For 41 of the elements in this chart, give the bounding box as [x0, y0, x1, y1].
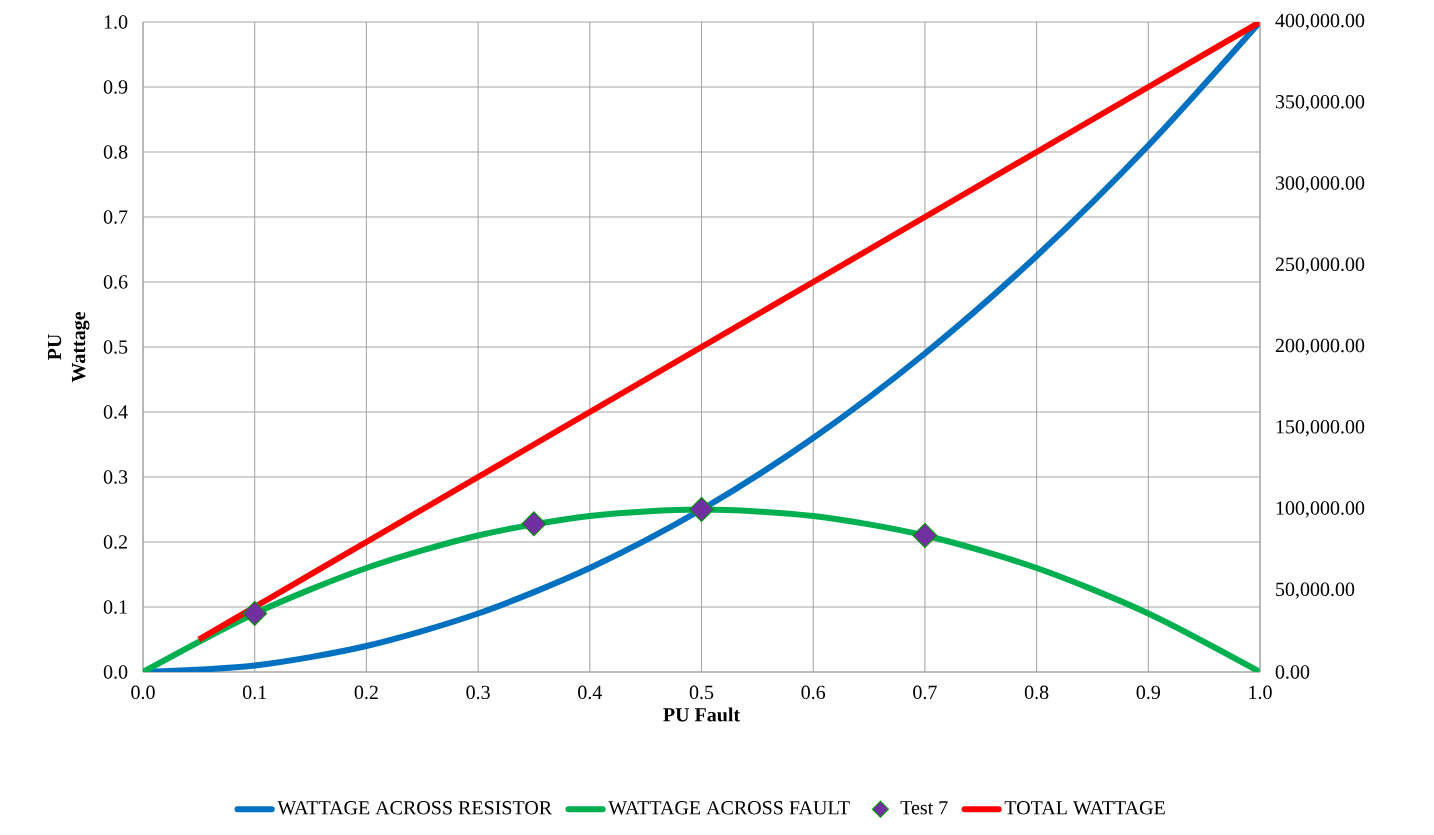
point	[912, 522, 938, 549]
x-tick-label: 0.0	[131, 685, 155, 700]
y2-tick-label: 250,000.00	[1275, 257, 1365, 274]
y-axis-title: PU Wattage	[47, 311, 90, 383]
y-tick-label: 0.1	[103, 600, 127, 614]
x-tick-label: 0.4	[578, 685, 602, 700]
y-tick-label: 0.0	[103, 665, 128, 679]
y-tick-label: 0.7	[103, 210, 128, 224]
x-tick-label: 0.2	[354, 685, 378, 700]
y-tick-label: 0.4	[103, 405, 128, 419]
y2-tick-label: 300,000.00	[1275, 176, 1365, 193]
y2-tick-label: 400,000.00	[1275, 13, 1365, 31]
x-tick-label: 0.7	[913, 685, 937, 700]
x-tick-label: 0.1	[242, 685, 267, 700]
y2-tick-label: 150,000.00	[1276, 420, 1365, 437]
x-tick-label: 1.0	[1249, 685, 1272, 700]
point	[689, 496, 715, 523]
y-tick-label: 1.0	[104, 15, 128, 29]
y2-tick-label: 200,000.00	[1275, 338, 1365, 356]
x-tick-label: 0.8	[1024, 685, 1049, 700]
y-tick-label: 0.9	[103, 80, 128, 94]
y2-tick-label: 350,000.00	[1275, 95, 1365, 112]
legend-label: WATTAGE ACROSS FAULT	[608, 801, 850, 815]
y-tick-label: 0.6	[103, 275, 128, 289]
y-tick-label: 0.3	[103, 470, 128, 484]
legend-label: TOTAL WATTAGE	[1004, 801, 1165, 815]
x-tick-label: 0.5	[689, 685, 714, 700]
y2-tick-label: 0.00	[1275, 665, 1310, 679]
x-tick-label: 0.6	[801, 685, 826, 700]
point	[521, 511, 547, 537]
x-tick-label: 0.9	[1136, 685, 1160, 700]
x-tick-label: 0.3	[466, 685, 490, 700]
y-tick-label: 0.5	[103, 340, 128, 354]
y-tick-label: 0.2	[103, 535, 127, 549]
y-tick-label: 0.8	[103, 145, 128, 159]
y2-tick-label: 100,000.00	[1276, 501, 1365, 518]
legend-label: WATTAGE ACROSS RESISTOR	[277, 801, 553, 815]
point	[242, 600, 268, 627]
x-axis-title: PU Fault	[663, 707, 741, 722]
y2-tick-label: 50,000.00	[1276, 582, 1355, 599]
legend-label: Test 7	[900, 801, 948, 815]
